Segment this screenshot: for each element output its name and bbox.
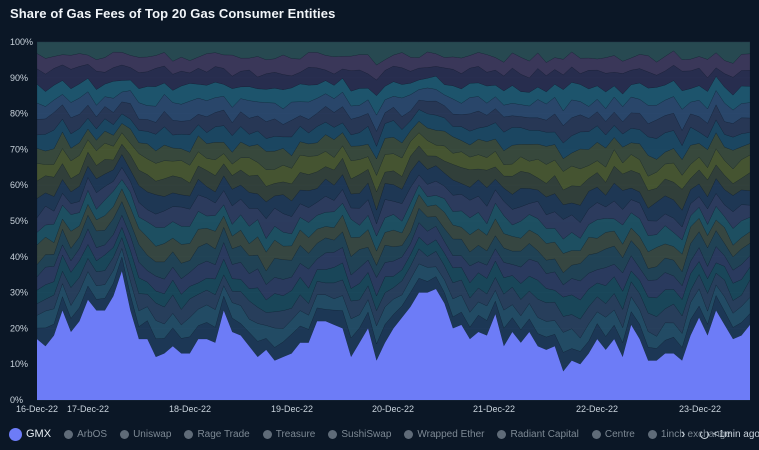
legend-label: SushiSwap — [341, 428, 392, 440]
y-tick-label: 100% — [10, 37, 33, 47]
legend-swatch — [64, 429, 74, 439]
legend-item[interactable]: GMX — [9, 427, 52, 441]
series-area-gmx — [37, 271, 750, 400]
legend-item[interactable]: Radiant Capital — [497, 428, 579, 440]
legend-label: 1inch exchange — [660, 428, 731, 440]
x-tick-label: 19-Dec-22 — [271, 404, 313, 414]
y-tick-label: 0% — [10, 395, 23, 405]
legend-swatch — [9, 427, 22, 441]
legend-item[interactable]: Centre — [591, 428, 635, 440]
x-tick-label: 20-Dec-22 — [372, 404, 414, 414]
y-axis: 0% 10% 20% 30% 40% 50% 60% 70% 80% 90% 100% — [10, 37, 33, 405]
legend-swatch — [262, 429, 272, 439]
refresh-icon — [700, 429, 709, 439]
x-axis: 16-Dec-22 17-Dec-22 18-Dec-22 19-Dec-22 20-D… — [16, 404, 721, 414]
legend-item[interactable]: ArbOS — [64, 429, 107, 440]
x-tick-label: 22-Dec-22 — [576, 404, 618, 414]
legend-label: Wrapped Ether — [417, 428, 485, 440]
legend-item[interactable]: 1inch exchange — [647, 428, 731, 440]
legend-label: Uniswap — [133, 428, 172, 440]
y-tick-label: 30% — [10, 288, 28, 298]
y-tick-label: 90% — [10, 73, 28, 83]
stacked-area-band — [36, 41, 751, 66]
legend: GMX ArbOS Uniswap Rage Trade Treasure SushiSw… — [9, 424, 744, 444]
legend-swatch — [404, 429, 414, 439]
legend-item[interactable]: Wrapped Ether — [404, 429, 484, 440]
legend-item[interactable]: Treasure — [262, 428, 316, 440]
legend-label: GMX — [26, 428, 52, 440]
y-tick-label: 10% — [10, 359, 28, 369]
legend-label: Treasure — [275, 428, 316, 440]
x-tick-label: 21-Dec-22 — [473, 404, 515, 414]
legend-swatch — [647, 429, 657, 439]
x-tick-label: 17-Dec-22 — [67, 404, 109, 414]
legend-item[interactable]: SushiSwap — [328, 429, 391, 440]
legend-swatch — [120, 429, 130, 439]
legend-swatch — [184, 429, 194, 439]
legend-swatch — [328, 429, 338, 439]
x-tick-label: 16-Dec-22 — [16, 404, 58, 414]
legend-next-arrow[interactable]: › — [681, 426, 686, 441]
stacked-area-band — [36, 132, 751, 193]
y-tick-label: 50% — [10, 216, 28, 226]
legend-swatch — [591, 429, 601, 439]
x-tick-label: 18-Dec-22 — [169, 404, 211, 414]
legend-item[interactable]: Uniswap — [120, 429, 171, 440]
y-tick-label: 40% — [10, 252, 28, 262]
legend-label: Rage Trade — [197, 428, 250, 440]
legend-item[interactable]: Rage Trade — [184, 428, 250, 440]
legend-label: Centre — [604, 428, 635, 440]
stacked-area-band — [36, 143, 751, 211]
chart-title: Share of Gas Fees of Top 20 Gas Consumer… — [10, 6, 336, 21]
y-tick-label: 70% — [10, 144, 28, 154]
refresh-label: <1min ago — [713, 428, 759, 440]
refresh-status[interactable]: <1min ago — [700, 424, 759, 444]
legend-label: Radiant Capital — [510, 428, 579, 440]
stacked-area-band — [36, 153, 751, 228]
y-tick-label: 80% — [10, 109, 28, 119]
x-tick-label: 23-Dec-22 — [679, 404, 721, 414]
legend-swatch — [497, 429, 507, 439]
area-layer — [36, 41, 751, 400]
y-tick-label: 20% — [10, 323, 28, 333]
legend-label: ArbOS — [77, 428, 108, 440]
y-tick-label: 60% — [10, 180, 28, 190]
